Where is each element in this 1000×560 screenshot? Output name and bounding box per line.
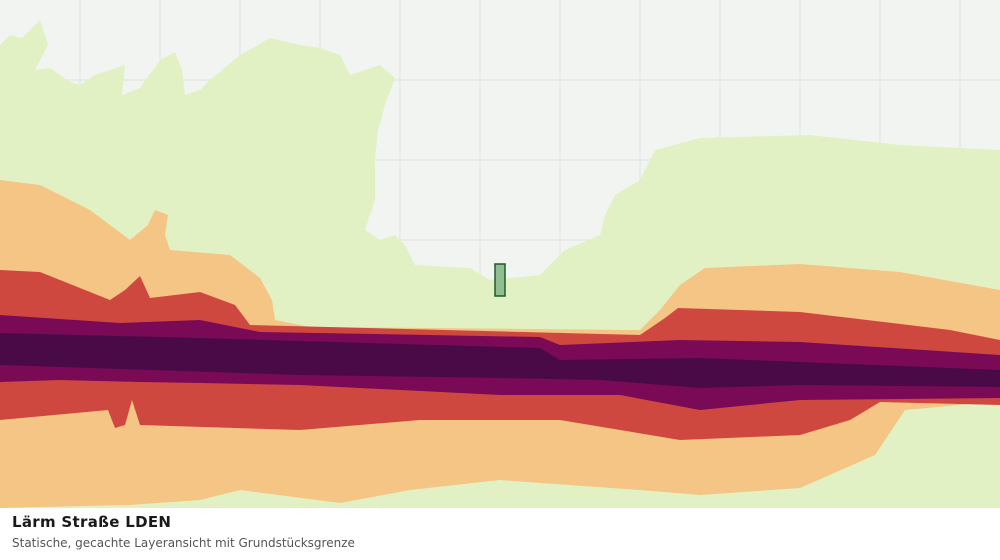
layer-title: Lärm Straße LDEN xyxy=(12,513,172,531)
noise-band-70 xyxy=(0,333,1000,388)
map xyxy=(0,0,1000,508)
layer-subtitle: Statische, gecachte Layeransicht mit Gru… xyxy=(12,536,355,550)
parcel-boundary[interactable] xyxy=(494,263,506,297)
caption-panel: Lärm Straße LDEN Statische, gecachte Lay… xyxy=(0,508,1000,560)
